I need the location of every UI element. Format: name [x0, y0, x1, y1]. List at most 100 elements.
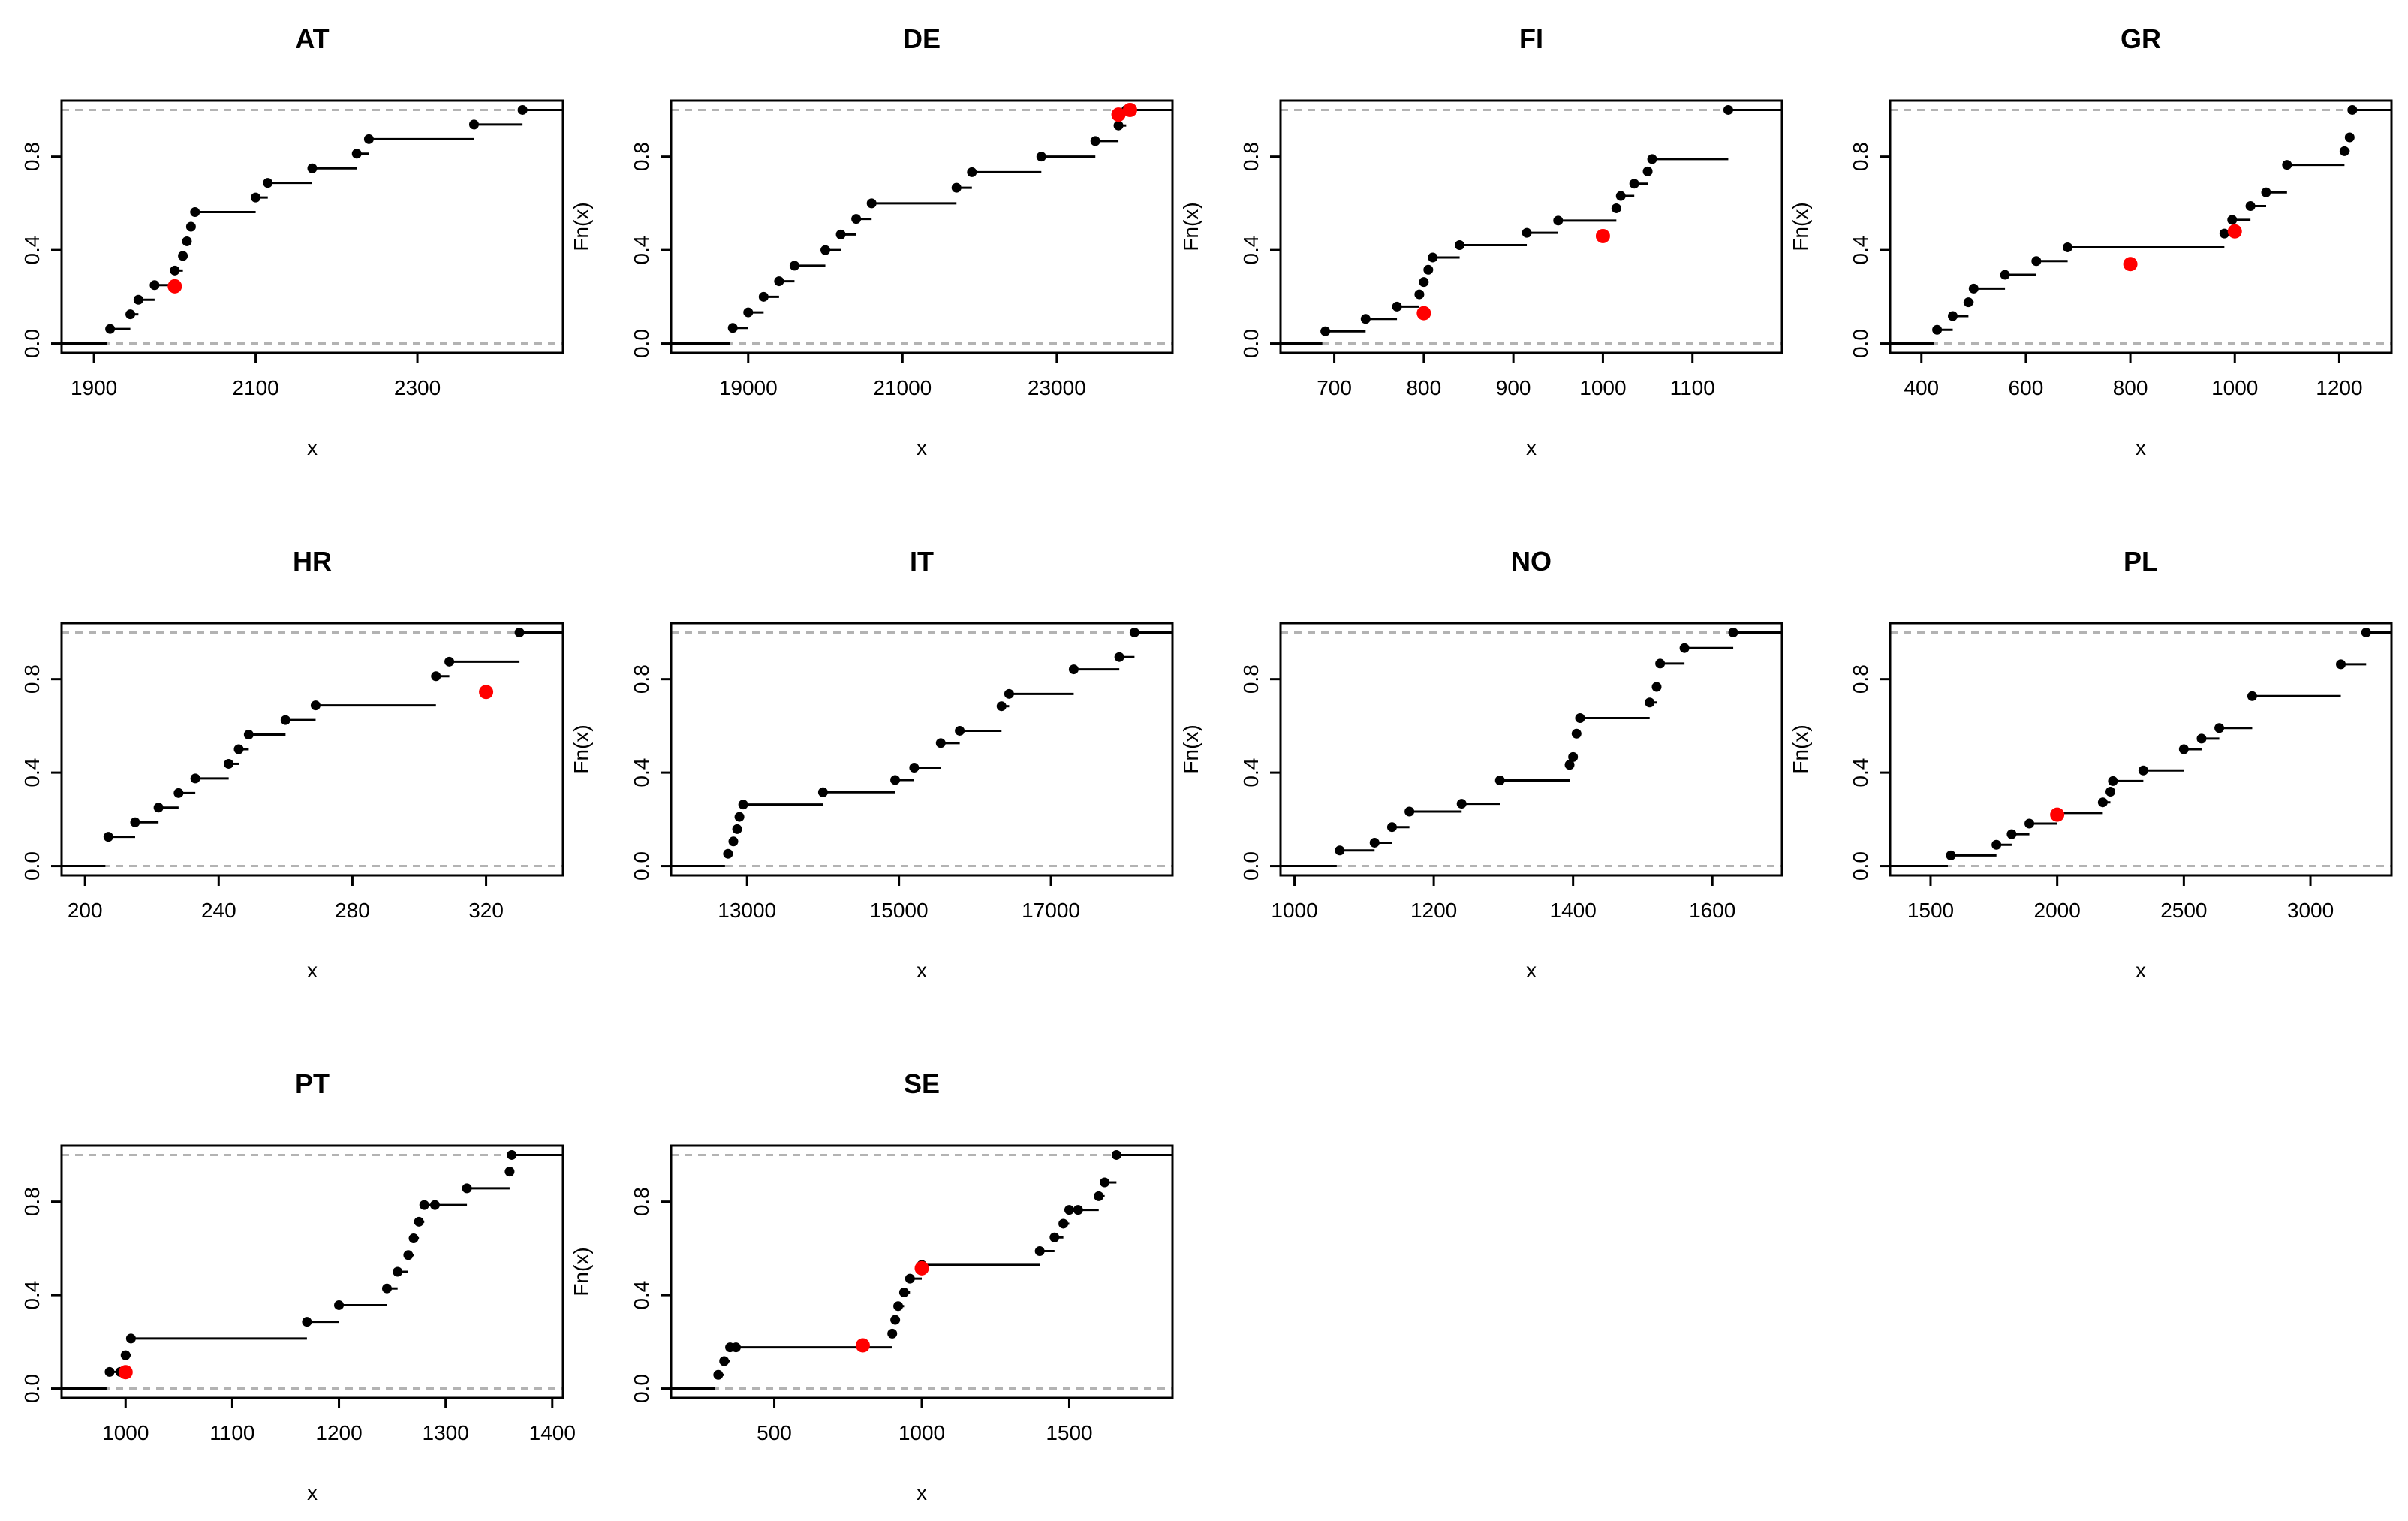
y-axis-label: Fn(x): [1789, 202, 1812, 251]
ecdf-point: [1642, 166, 1653, 176]
ecdf-point: [185, 221, 196, 232]
panel-de: DE 19000 21000 23000 0.0 0.4 0.8 x Fn(x): [570, 23, 1174, 459]
ecdf-point: [2108, 776, 2118, 786]
x-tick-label: 500: [757, 1421, 792, 1444]
panel-no: NO 1000 1200 1400 1600 0.0 0.4 0.8 x Fn(x): [1179, 546, 1783, 982]
ecdf-point: [2000, 270, 2010, 280]
x-tick-label: 1000: [1579, 376, 1626, 399]
x-tick-label: 1400: [529, 1421, 576, 1444]
ecdf-point: [507, 1149, 517, 1160]
y-axis-label: Fn(x): [570, 202, 593, 251]
ecdf-point: [935, 738, 946, 748]
ecdf-point: [2214, 723, 2225, 733]
x-tick-label: 1600: [1689, 899, 1735, 922]
x-tick-label: 240: [201, 899, 236, 922]
x-tick-label: 400: [1904, 376, 1939, 399]
ecdf-point: [1723, 104, 1733, 115]
ecdf-point: [178, 251, 188, 261]
y-tick-label: 0.4: [1849, 236, 1872, 265]
y-tick-label: 0.0: [630, 851, 653, 881]
ecdf-point: [351, 149, 362, 159]
ecdf-point: [1068, 664, 1079, 675]
ecdf-point: [2247, 691, 2257, 701]
ecdf-point: [2336, 659, 2346, 670]
plot-frame: [1279, 622, 1783, 877]
panel-title: DE: [903, 23, 941, 54]
x-tick-label: 1400: [1550, 899, 1597, 922]
y-tick-label: 0.0: [1849, 851, 1872, 881]
ecdf-point: [2282, 160, 2292, 170]
x-tick-label: 1000: [1271, 899, 1317, 922]
highlight-point: [1595, 228, 1610, 243]
panel-title: AT: [295, 23, 329, 54]
ecdf-point: [307, 163, 318, 173]
y-tick-label: 0.4: [630, 1281, 653, 1310]
y-tick-label: 0.8: [1239, 142, 1263, 171]
y-tick-label: 0.8: [630, 142, 653, 171]
ecdf-point: [723, 848, 733, 859]
x-tick-label: 2000: [2034, 899, 2081, 922]
ecdf-point: [280, 715, 290, 725]
y-tick-label: 0.4: [1849, 758, 1872, 788]
ecdf-point: [149, 280, 160, 291]
x-tick-label: 800: [2113, 376, 2148, 399]
x-axis-label: x: [917, 959, 927, 982]
ecdf-point: [1932, 324, 1943, 335]
ecdf-point: [2024, 818, 2035, 829]
ecdf-point: [414, 1216, 424, 1227]
x-axis-label: x: [917, 1481, 927, 1504]
ecdf-point: [1655, 658, 1666, 669]
y-tick-label: 0.0: [20, 329, 44, 358]
x-tick-label: 600: [2009, 376, 2044, 399]
ecdf-point: [1392, 301, 1402, 312]
ecdf-point: [1522, 227, 1532, 238]
x-tick-label: 1100: [1670, 376, 1715, 399]
x-tick-label: 2300: [394, 376, 441, 399]
panel-title: GR: [2121, 23, 2161, 54]
ecdf-point: [1568, 751, 1579, 762]
ecdf-point: [2138, 765, 2148, 776]
ecdf-point: [1111, 1149, 1121, 1160]
ecdf-point: [866, 198, 877, 209]
plot-frame: [60, 622, 564, 877]
x-tick-label: 1500: [1046, 1421, 1092, 1444]
x-tick-label: 23000: [1028, 376, 1086, 399]
ecdf-point: [893, 1301, 904, 1312]
ecdf-point: [732, 824, 742, 834]
ecdf-point: [1419, 277, 1429, 288]
x-tick-label: 3000: [2287, 899, 2334, 922]
x-tick-label: 900: [1496, 376, 1531, 399]
ecdf-point: [419, 1200, 429, 1210]
ecdf-point: [1049, 1232, 1060, 1242]
ecdf-point: [898, 1287, 909, 1297]
x-tick-label: 1000: [2211, 376, 2258, 399]
x-tick-label: 19000: [719, 376, 778, 399]
ecdf-point: [182, 236, 192, 246]
ecdf-point: [173, 788, 184, 798]
ecdf-point: [728, 836, 739, 847]
ecdf-point: [104, 1366, 115, 1377]
panel-title: SE: [904, 1068, 940, 1099]
x-tick-label: 13000: [718, 899, 776, 922]
x-axis-label: x: [917, 436, 927, 459]
x-tick-label: 15000: [870, 899, 929, 922]
x-tick-label: 1300: [423, 1421, 469, 1444]
ecdf-point: [758, 291, 769, 302]
ecdf-point: [2361, 627, 2371, 637]
ecdf-point: [1100, 1177, 1110, 1188]
y-tick-label: 0.0: [1849, 329, 1872, 358]
ecdf-point: [887, 1328, 898, 1339]
y-tick-label: 0.8: [1239, 664, 1263, 694]
panel-gr: GR 400 600 800 1000 1200 0.0 0.4 0.8 x Fn(x): [1789, 23, 2393, 459]
plot-frame: [670, 622, 1174, 877]
ecdf-point: [774, 276, 784, 287]
plot-frame: [60, 1144, 564, 1399]
y-tick-label: 0.0: [1239, 851, 1263, 881]
ecdf-point: [1004, 688, 1014, 699]
ecdf-point: [1615, 191, 1626, 201]
y-tick-label: 0.4: [1239, 236, 1263, 265]
highlight-point: [2227, 224, 2242, 239]
